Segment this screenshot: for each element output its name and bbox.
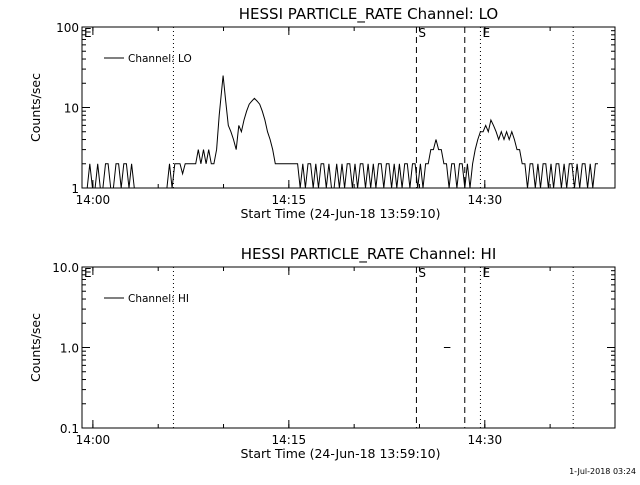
hi-channel-panel: HESSI PARTICLE_RATE Channel: HI 14:00 14:1… [28,245,616,461]
y-axis-label: Counts/sec [28,313,43,382]
legend-label: Channel: HI [128,293,189,305]
event-marker-label: E [84,26,92,40]
series-line [82,75,598,189]
y-tick-label: 10 [64,102,79,116]
lo-channel-panel: HESSI PARTICLE_RATE Channel: LO 14:00 14:1… [28,5,616,221]
legend-label: Channel: LO [128,53,192,65]
footer-timestamp: 1-Jul-2018 03:24 [569,467,636,476]
y-tick-label: 0.1 [60,422,79,436]
x-axis-label: Start Time (24-Jun-18 13:59:10) [241,446,441,461]
y-tick-label: 10.0 [52,261,79,275]
x-tick-label: 14:15 [272,433,307,447]
y-axis-label: Counts/sec [28,73,43,142]
event-marker-label: E [482,26,490,40]
y-tick-label: 1 [71,182,79,196]
x-tick-label: 14:30 [468,193,503,207]
event-marker-label: E [482,266,490,280]
chart-title: HESSI PARTICLE_RATE Channel: LO [239,5,498,24]
chart-title: HESSI PARTICLE_RATE Channel: HI [241,245,497,264]
x-tick-label: 14:00 [76,433,111,447]
x-tick-label: 14:15 [272,193,307,207]
y-tick-label: 1.0 [60,342,79,356]
plot-frame [81,266,616,429]
event-marker-label: S [418,266,426,280]
x-tick-label: 14:30 [468,433,503,447]
event-marker-label: E [84,266,92,280]
x-tick-label: 14:00 [76,193,111,207]
x-axis-label: Start Time (24-Jun-18 13:59:10) [241,206,441,221]
y-tick-label: 100 [56,21,79,35]
event-marker-label: S [418,26,426,40]
